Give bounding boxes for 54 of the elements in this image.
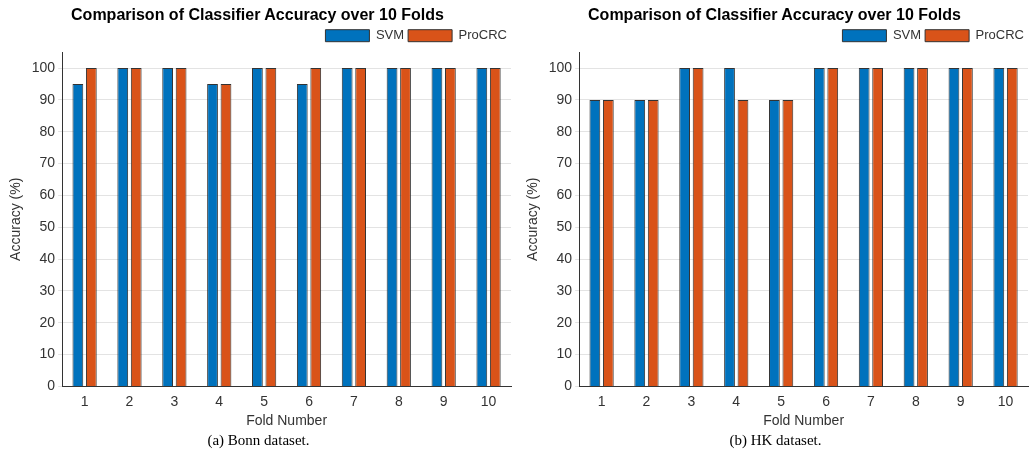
x-tick-label: 2 xyxy=(125,392,134,409)
x-tick-label: 2 xyxy=(642,392,651,409)
y-tick-label: 50 xyxy=(556,218,573,235)
x-axis-title: Fold Number xyxy=(763,412,845,429)
y-tick-label: 100 xyxy=(548,58,573,75)
y-tick-label: 90 xyxy=(39,90,56,107)
y-tick-label: 10 xyxy=(39,345,56,362)
x-tick-label: 6 xyxy=(822,392,831,409)
legend-label: ProCRC xyxy=(975,27,1025,43)
x-tick-label: 9 xyxy=(956,392,965,409)
y-tick-label: 70 xyxy=(556,154,573,171)
chart-title: Comparison of Classifier Accuracy over 10 Folds xyxy=(71,6,445,24)
y-tick-label: 100 xyxy=(31,58,56,75)
x-tick-label: 10 xyxy=(480,392,497,409)
y-tick-label: 0 xyxy=(564,377,573,394)
x-tick-label: 1 xyxy=(597,392,606,409)
legend-label: SVM xyxy=(375,27,405,43)
chart-title: Comparison of Classifier Accuracy over 10 Folds xyxy=(588,6,962,24)
x-axis-title: Fold Number xyxy=(246,412,328,429)
y-tick-label: 80 xyxy=(39,122,56,139)
text: (b) HK dataset. xyxy=(728,432,823,449)
x-tick-label: 7 xyxy=(867,392,876,409)
y-tick-label: 90 xyxy=(556,90,573,107)
x-tick-label: 8 xyxy=(911,392,920,409)
x-tick-label: 10 xyxy=(997,392,1014,409)
x-tick-label: 3 xyxy=(170,392,179,409)
y-tick-label: 20 xyxy=(556,313,573,330)
y-tick-label: 30 xyxy=(556,281,573,298)
x-tick-label: 6 xyxy=(305,392,314,409)
y-tick-label: 40 xyxy=(39,249,56,266)
text: (a) Bonn dataset. xyxy=(206,432,311,449)
y-tick-label: 10 xyxy=(556,345,573,362)
legend-label: SVM xyxy=(892,27,922,43)
x-tick-label: 1 xyxy=(80,392,89,409)
x-tick-label: 7 xyxy=(350,392,359,409)
y-tick-label: 0 xyxy=(47,377,56,394)
x-tick-label: 4 xyxy=(732,392,741,409)
x-tick-label: 5 xyxy=(260,392,269,409)
y-tick-label: 40 xyxy=(556,249,573,266)
legend-label: ProCRC xyxy=(458,27,508,43)
y-tick-label: 80 xyxy=(556,122,573,139)
y-tick-label: 70 xyxy=(39,154,56,171)
y-axis-title: Accuracy (%) xyxy=(7,177,24,261)
x-tick-label: 5 xyxy=(777,392,786,409)
x-tick-label: 3 xyxy=(687,392,696,409)
y-tick-label: 50 xyxy=(39,218,56,235)
y-tick-label: 60 xyxy=(556,186,573,203)
x-tick-label: 4 xyxy=(215,392,224,409)
y-tick-label: 30 xyxy=(39,281,56,298)
y-tick-label: 20 xyxy=(39,313,56,330)
x-tick-label: 8 xyxy=(394,392,403,409)
y-axis-title: Accuracy (%) xyxy=(524,177,541,261)
y-tick-label: 60 xyxy=(39,186,56,203)
x-tick-label: 9 xyxy=(439,392,448,409)
